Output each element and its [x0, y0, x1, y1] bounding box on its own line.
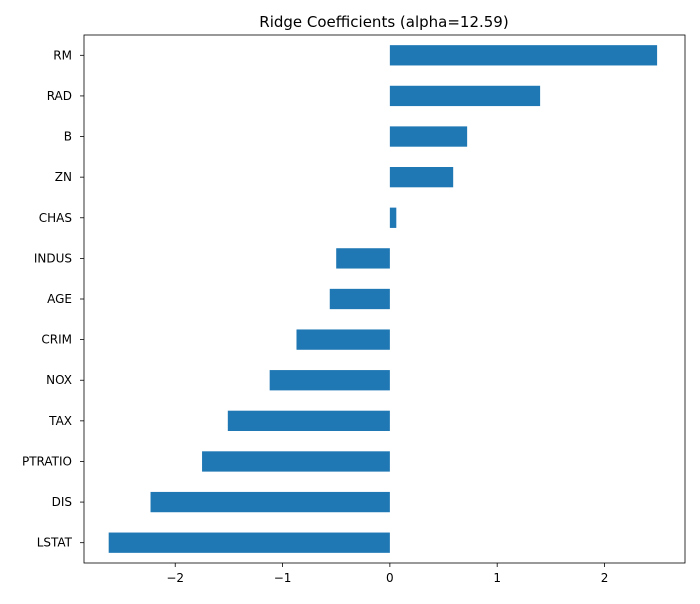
bar-zn: [389, 167, 454, 188]
bar-nox: [269, 370, 390, 391]
y-tick-label-b: B: [64, 130, 72, 144]
bar-chas: [389, 207, 397, 228]
bar-crim: [296, 329, 390, 350]
bar-indus: [336, 248, 390, 269]
y-tick-label-crim: CRIM: [41, 333, 72, 347]
y-tick-label-indus: INDUS: [34, 251, 72, 265]
bar-age: [329, 288, 390, 310]
y-tick-label-rad: RAD: [47, 89, 72, 103]
y-tick-label-nox: NOX: [46, 373, 72, 387]
bar-lstat: [108, 532, 390, 553]
bar-ptratio: [202, 451, 390, 472]
bar-rm: [389, 45, 658, 66]
bar-b: [389, 126, 468, 147]
y-tick-label-dis: DIS: [52, 495, 72, 509]
bar-tax: [227, 410, 390, 431]
bars-layer: [108, 45, 658, 553]
y-tick-label-ptratio: PTRATIO: [22, 454, 72, 468]
plot-frame: [83, 34, 686, 564]
x-tick-label: 0: [386, 571, 394, 585]
x-tick-label: −2: [166, 571, 184, 585]
chart-title: Ridge Coefficients (alpha=12.59): [259, 13, 508, 31]
y-tick-label-age: AGE: [47, 292, 72, 306]
x-tick-label: 2: [601, 571, 609, 585]
y-tick-label-zn: ZN: [55, 170, 72, 184]
y-tick-label-tax: TAX: [48, 414, 72, 428]
x-tick-label: 1: [493, 571, 501, 585]
y-tick-label-rm: RM: [53, 48, 72, 62]
x-tick-label: −1: [274, 571, 292, 585]
y-tick-label-lstat: LSTAT: [37, 536, 73, 550]
axes-layer: RM RAD B ZN CHAS INDUS AGE CRIM NOX TAX PTRATIO DIS…: [22, 34, 686, 585]
y-tick-label-chas: CHAS: [39, 211, 72, 225]
bar-dis: [150, 491, 390, 513]
bar-rad: [389, 85, 541, 107]
